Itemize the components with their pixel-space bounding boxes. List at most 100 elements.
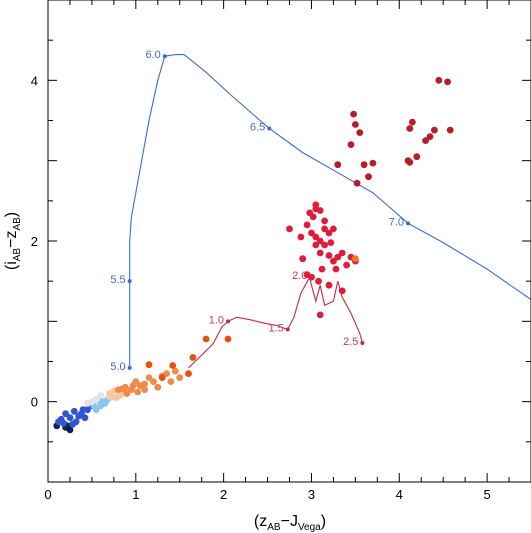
data-point [158,374,166,381]
track-marker-label: 1.0 [209,314,224,326]
track-marker-label: 2.0 [292,270,307,282]
data-point [154,383,162,391]
data-point [84,399,91,407]
data-point [97,391,105,399]
data-point [325,281,333,289]
track-marker [127,365,132,370]
data-point [406,125,414,132]
data-point [66,414,74,422]
data-point [360,161,368,169]
data-point [308,273,315,281]
data-point [409,118,416,126]
data-point [327,239,335,247]
data-point [78,410,85,418]
data-point [315,277,322,285]
x-tick-label: 4 [396,487,403,502]
data-point [306,209,314,217]
x-tick-label: 1 [132,487,139,502]
data-point [352,255,359,263]
track-marker-label: 2.5 [343,336,358,348]
x-tick-label: 2 [220,487,227,502]
data-point [123,390,131,397]
track-marker-label: 6.5 [250,122,265,134]
data-point [365,173,372,181]
data-point [353,179,361,187]
y-axis-label: (iAB−zAB) [3,212,23,270]
data-point [145,374,153,381]
data-point [150,378,157,385]
axis-ticks: 0 1 2 3 4 5 0 2 4 [31,0,531,502]
data-point [286,225,293,233]
track-marker-label: 5.0 [110,361,125,373]
data-point [321,241,328,249]
data-point [338,287,346,295]
data-point [189,354,197,361]
data-point [101,399,109,407]
data-point [316,311,324,319]
data-point [308,229,315,237]
data-point [318,265,326,273]
data-point [171,367,179,375]
data-point [325,252,333,259]
data-point [316,237,324,245]
track-marker [162,54,167,59]
data-point [312,205,320,213]
data-point [134,388,142,396]
data-point [338,249,346,257]
data-point [129,382,137,389]
y-tick-label: 0 [31,395,38,410]
data-point [334,253,342,261]
data-point [224,335,232,343]
data-point [141,386,149,393]
data-point [330,225,337,233]
track-marker [226,319,231,324]
model-track-line [129,54,531,368]
model-track-line [188,275,363,369]
data-point [312,241,320,249]
data-point [167,378,175,385]
data-point [69,420,76,428]
x-tick-label: 0 [44,487,51,502]
data-point [330,257,337,265]
data-point [356,129,364,137]
data-point [413,153,421,161]
track-marker-label: 1.5 [268,322,283,334]
data-point [202,335,210,343]
track-marker-label: 6.0 [146,49,161,61]
data-point [84,406,91,414]
data-point [107,394,115,401]
track-marker [285,327,290,332]
track-marker [360,341,365,346]
data-point [312,233,320,241]
x-tick-label: 3 [308,487,315,502]
data-point [141,380,149,388]
data-point [435,76,443,84]
data-point [444,78,451,86]
data-point [62,410,69,418]
data-point [176,374,184,381]
track-marker [267,126,272,131]
track-marker [127,279,132,284]
data-point [347,141,355,149]
x-tick-label: 5 [483,487,490,502]
data-point [316,249,324,257]
data-point [303,221,311,229]
data-point [169,362,177,369]
data-point [297,233,305,241]
data-point [422,137,429,145]
data-point [55,418,62,426]
data-point [325,229,333,237]
track-marker [406,221,411,226]
data-point [406,158,414,166]
data-point [369,159,377,167]
data-point [163,370,171,377]
data-point [321,225,328,233]
data-point [145,361,153,369]
data-point [321,217,328,225]
data-point [60,420,68,427]
data-point [431,126,438,134]
y-tick-label: 2 [31,234,38,249]
data-point [352,121,359,128]
data-point [334,161,342,169]
